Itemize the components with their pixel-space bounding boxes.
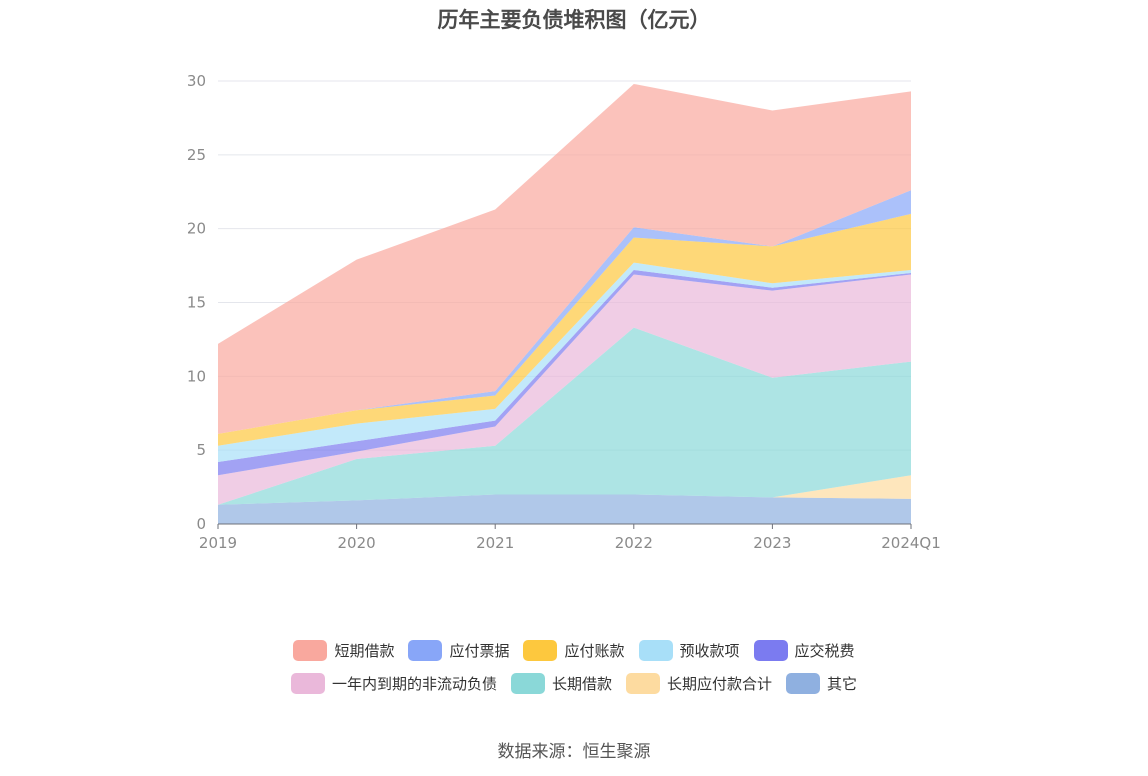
y-tick-label: 10 — [187, 367, 206, 385]
legend-item[interactable]: 一年内到期的非流动负债 — [290, 673, 497, 694]
legend-label: 应交税费 — [794, 642, 855, 660]
x-tick-label: 2021 — [476, 534, 514, 552]
y-tick-label: 30 — [187, 72, 206, 90]
legend-swatch — [638, 640, 673, 661]
legend-item[interactable]: 短期借款 — [293, 640, 394, 661]
stacked-area-chart: 0 5 10 15 20 25 30 2019 2020 2021 2022 2023 2024Q1 — [187, 72, 941, 552]
area-series-应交税费 — [218, 270, 911, 476]
chart-title: 历年主要负债堆积图（亿元） — [437, 8, 711, 32]
legend-label: 预收款项 — [679, 642, 740, 660]
legend-item[interactable]: 长期借款 — [510, 673, 612, 694]
area-series-应付账款 — [218, 213, 911, 446]
legend-swatch — [290, 673, 325, 694]
x-tick-label: 2019 — [199, 534, 237, 552]
x-tick-label: 2022 — [615, 534, 653, 552]
legend-swatch — [523, 640, 558, 661]
legend-swatch — [626, 673, 660, 694]
legend-item[interactable]: 应交税费 — [753, 640, 855, 661]
y-tick-label: 15 — [187, 294, 206, 312]
area-series-一年内到期的非流动负债 — [218, 274, 911, 505]
legend-row-2: 一年内到期的非流动负债 长期借款 长期应付款合计 其它 — [0, 673, 1148, 694]
x-tick-label: 2024Q1 — [881, 534, 941, 552]
legend-item[interactable]: 其它 — [786, 673, 857, 694]
area-series-长期借款 — [218, 327, 911, 505]
legend-label: 短期借款 — [334, 642, 395, 660]
area-series-其它 — [218, 494, 911, 524]
legend-label: 其它 — [827, 675, 858, 693]
legend-swatch — [510, 673, 545, 694]
legend-label: 应付账款 — [564, 642, 625, 660]
x-tick-label: 2020 — [338, 534, 376, 552]
legend-swatch — [293, 640, 328, 661]
y-tick-label: 20 — [187, 220, 206, 238]
area-series-预收款项 — [218, 262, 911, 462]
legend-item[interactable]: 预收款项 — [638, 640, 740, 661]
area-series-应付票据 — [218, 190, 911, 434]
legend-item[interactable]: 长期应付款合计 — [626, 673, 772, 694]
data-source-note: 数据来源：恒生聚源 — [497, 742, 651, 762]
legend-swatch — [786, 673, 821, 694]
legend-swatch — [753, 640, 788, 661]
legend-swatch — [408, 640, 443, 661]
y-tick-label: 25 — [187, 146, 206, 164]
legend-row-1: 短期借款 应付票据 应付账款 预收款项 应交税费 — [0, 640, 1148, 661]
area-series-短期借款 — [218, 83, 911, 434]
legend-label: 长期借款 — [551, 675, 612, 693]
legend-label: 应付票据 — [449, 642, 510, 660]
legend-label: 一年内到期的非流动负债 — [331, 675, 497, 693]
y-tick-label: 5 — [196, 441, 206, 459]
legend-item[interactable]: 应付票据 — [408, 640, 509, 661]
y-tick-label: 0 — [196, 515, 206, 533]
x-tick-label: 2023 — [753, 534, 791, 552]
legend-item[interactable]: 应付账款 — [523, 640, 625, 661]
legend-label: 长期应付款合计 — [667, 675, 773, 693]
